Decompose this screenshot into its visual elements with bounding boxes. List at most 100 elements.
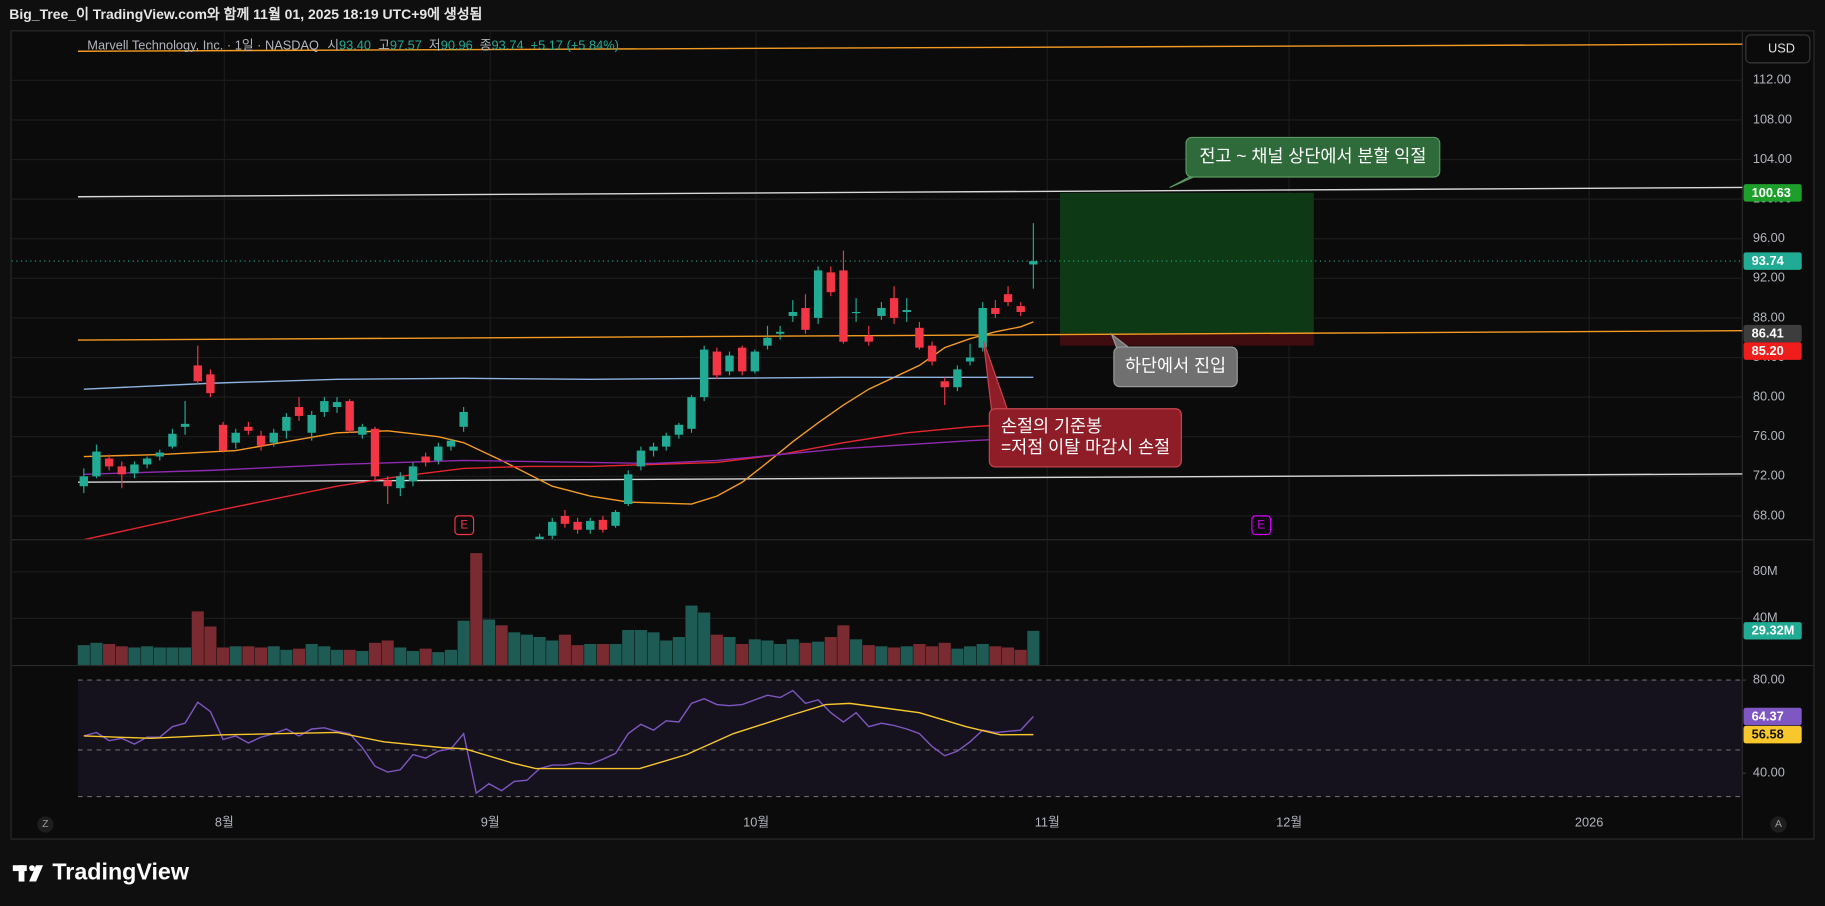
currency-button[interactable]: USD <box>1745 34 1811 64</box>
candle-body <box>750 351 760 372</box>
trend-line <box>77 43 1743 52</box>
callout-text: 하단에서 진입 <box>1125 355 1226 375</box>
volume-bar <box>938 642 951 665</box>
candle-body <box>813 270 823 318</box>
legend-label: 저 <box>429 38 441 53</box>
callout-text: =저점 이탈 마감시 손절 <box>1001 437 1170 457</box>
price-tag-label: 64.37 <box>1752 708 1784 723</box>
volume-bar <box>482 619 496 665</box>
candle-body <box>1016 306 1025 312</box>
legend-value: 97.57 <box>390 38 422 53</box>
event-marker <box>454 515 475 536</box>
x-tick-label: 9월 <box>481 815 500 830</box>
callout-text: 손절의 기준봉 <box>1001 416 1102 436</box>
price-tag <box>1743 342 1802 360</box>
candle-body <box>598 519 608 530</box>
candle-body <box>168 433 177 447</box>
legend-value: 93.74 <box>492 38 524 53</box>
plot-layer: EE68.0072.0076.0080.0084.0088.0092.0096.… <box>11 31 1802 830</box>
candle-body <box>725 355 734 372</box>
price-tag-label: 86.41 <box>1752 326 1784 341</box>
y-tick-label: 104.00 <box>1753 151 1792 166</box>
trend-line <box>77 330 1743 341</box>
button-circle[interactable] <box>37 816 54 833</box>
price-tag <box>1743 252 1802 270</box>
volume-bar <box>330 649 344 665</box>
candle-body <box>180 423 190 427</box>
candle-body <box>927 345 937 362</box>
price-tag <box>1743 324 1802 343</box>
legend-value: 90.96 <box>441 38 473 53</box>
candle-body <box>421 456 430 463</box>
legend-label: 종 <box>480 38 492 53</box>
volume-bar <box>179 647 192 665</box>
volume-bar <box>77 645 90 665</box>
button-circle[interactable] <box>1770 816 1787 833</box>
volume-bar <box>419 648 432 665</box>
logo-shape <box>29 865 44 882</box>
volume-bar <box>115 646 128 665</box>
button-text[interactable]: Z <box>42 819 49 830</box>
volume-bar <box>356 650 369 665</box>
volume-bar <box>558 634 571 665</box>
legend-symbol: Marvell Technology, Inc. · 1일 · NASDAQ <box>87 38 319 53</box>
candle-body <box>1029 261 1038 265</box>
volume-bar <box>495 625 508 665</box>
volume-bar <box>913 643 926 665</box>
volume-bar <box>318 646 331 665</box>
logo-text: TradingView <box>52 859 189 885</box>
candle-body <box>624 474 633 505</box>
y-tick-label: 80.00 <box>1753 671 1785 686</box>
candle-body <box>434 446 443 461</box>
currency-box[interactable] <box>1745 34 1811 64</box>
volume-bar <box>457 620 470 665</box>
volume-bar <box>267 646 280 665</box>
volume-bar <box>989 646 1002 665</box>
pane <box>11 540 1743 665</box>
volume-bar <box>444 649 458 665</box>
volume-bar <box>926 646 939 665</box>
candle-body <box>383 480 392 487</box>
volume-bar <box>305 643 318 665</box>
scale-button-left[interactable]: Z <box>37 816 54 833</box>
volume-bar <box>964 646 977 665</box>
trend-line <box>77 186 1743 198</box>
candle-body <box>586 520 595 530</box>
currency-text[interactable]: USD <box>1768 40 1795 55</box>
volume-bar <box>191 611 204 665</box>
candle-body <box>193 365 202 382</box>
button-text[interactable]: A <box>1775 819 1782 830</box>
candle-body <box>978 308 987 348</box>
moving-average <box>83 422 1034 540</box>
legend-value: 93.40 <box>339 38 371 53</box>
candle-body <box>130 464 139 474</box>
candle-body <box>611 511 620 526</box>
scale-button-right[interactable]: A <box>1770 816 1787 833</box>
volume-bar <box>900 646 913 665</box>
candle-body <box>636 450 646 467</box>
candle-body <box>788 311 797 316</box>
candle-body <box>408 466 418 482</box>
candle-body <box>358 426 367 435</box>
rsi-band <box>77 680 1743 797</box>
callout-stop-loss: 손절의 기준봉 =저점 이탈 마감시 손절 <box>982 341 1182 468</box>
volume-bar <box>571 645 584 665</box>
candle-body <box>535 536 544 540</box>
y-tick-label: 112.00 <box>1753 72 1791 87</box>
candle-body <box>573 521 582 530</box>
callout-entry: 하단에서 진입 <box>1110 332 1238 388</box>
callout-take-profit: 전고 ~ 채널 상단에서 분할 익절 <box>1169 136 1441 189</box>
y-tick-label: 76.00 <box>1753 428 1785 443</box>
legend: Marvell Technology, Inc. · 1일 · NASDAQ 시… <box>87 38 619 53</box>
y-tick-label: 92.00 <box>1753 270 1785 285</box>
volume-bar <box>837 625 850 665</box>
volume-bar <box>1001 647 1015 665</box>
callout-text: 전고 ~ 채널 상단에서 분할 익절 <box>1199 146 1426 166</box>
legend-label: 고 <box>378 38 390 53</box>
candle-body <box>345 401 354 431</box>
volume-bar <box>647 632 660 665</box>
candle-body <box>839 270 848 342</box>
y-tick-label: 40.00 <box>1753 765 1785 780</box>
event-label: E <box>1257 518 1265 531</box>
